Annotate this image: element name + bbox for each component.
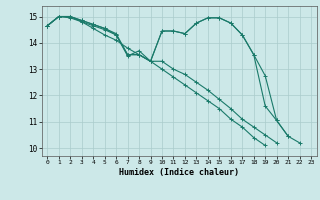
X-axis label: Humidex (Indice chaleur): Humidex (Indice chaleur) xyxy=(119,168,239,177)
